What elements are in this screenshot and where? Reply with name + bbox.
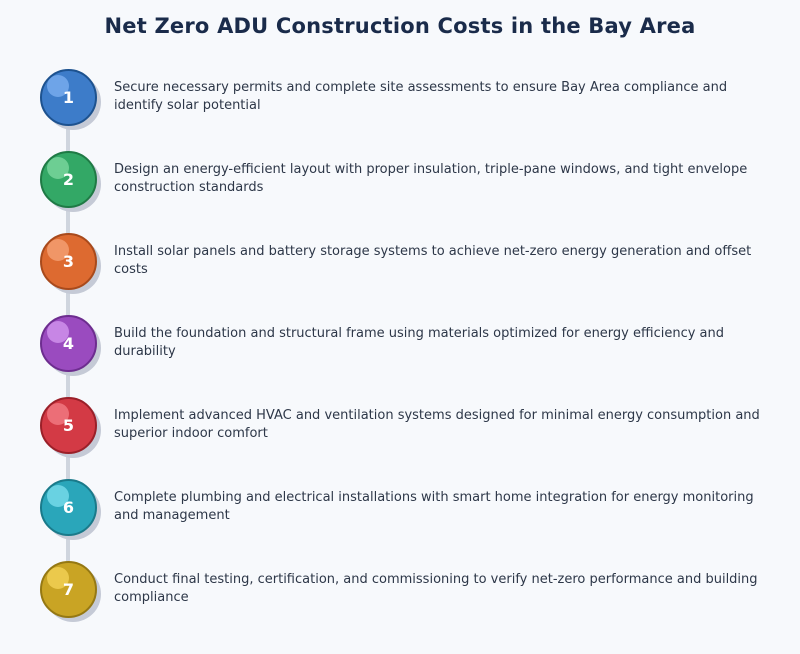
circle-highlight bbox=[47, 157, 69, 179]
step-number: 6 bbox=[62, 498, 75, 517]
step-number-circle: 2 bbox=[40, 151, 97, 208]
step-item: 1 Secure necessary permits and complete s… bbox=[0, 69, 800, 133]
step-description: Design an energy-efficient layout with p… bbox=[114, 162, 748, 195]
step-number-circle: 5 bbox=[40, 397, 97, 454]
step-item: 2 Design an energy-efficient layout with … bbox=[0, 151, 800, 215]
step-description: Implement advanced HVAC and ventilation … bbox=[114, 408, 760, 441]
step-item: 7 Conduct final testing, certification, a… bbox=[0, 561, 800, 625]
step-description: Build the foundation and structural fram… bbox=[114, 326, 724, 359]
circle-highlight bbox=[47, 75, 69, 97]
step-description: Complete plumbing and electrical install… bbox=[114, 490, 754, 523]
step-number-circle: 1 bbox=[40, 69, 97, 126]
step-number: 1 bbox=[62, 88, 75, 107]
step-marker: 6 bbox=[40, 479, 104, 543]
circle-highlight bbox=[47, 403, 69, 425]
step-description: Conduct final testing, certification, an… bbox=[114, 572, 758, 605]
circle-highlight bbox=[47, 567, 69, 589]
step-number-circle: 7 bbox=[40, 561, 97, 618]
step-number: 7 bbox=[62, 580, 75, 599]
page-title: Net Zero ADU Construction Costs in the B… bbox=[104, 14, 696, 38]
step-number: 5 bbox=[62, 416, 75, 435]
step-item: 6 Complete plumbing and electrical instal… bbox=[0, 479, 800, 543]
step-number: 4 bbox=[62, 334, 75, 353]
step-marker: 3 bbox=[40, 233, 104, 297]
step-number: 2 bbox=[62, 170, 75, 189]
step-number-circle: 6 bbox=[40, 479, 97, 536]
step-marker: 1 bbox=[40, 69, 104, 133]
step-marker: 2 bbox=[40, 151, 104, 215]
circle-highlight bbox=[47, 485, 69, 507]
step-number: 3 bbox=[62, 252, 75, 271]
step-marker: 5 bbox=[40, 397, 104, 461]
step-marker: 7 bbox=[40, 561, 104, 625]
step-item: 3 Install solar panels and battery storag… bbox=[0, 233, 800, 297]
step-item: 5 Implement advanced HVAC and ventilation… bbox=[0, 397, 800, 461]
circle-highlight bbox=[47, 239, 69, 261]
step-item: 4 Build the foundation and structural fra… bbox=[0, 315, 800, 379]
step-description: Install solar panels and battery storage… bbox=[114, 244, 752, 277]
step-number-circle: 3 bbox=[40, 233, 97, 290]
step-description: Secure necessary permits and complete si… bbox=[114, 80, 728, 113]
step-marker: 4 bbox=[40, 315, 104, 379]
step-number-circle: 4 bbox=[40, 315, 97, 372]
circle-highlight bbox=[47, 321, 69, 343]
